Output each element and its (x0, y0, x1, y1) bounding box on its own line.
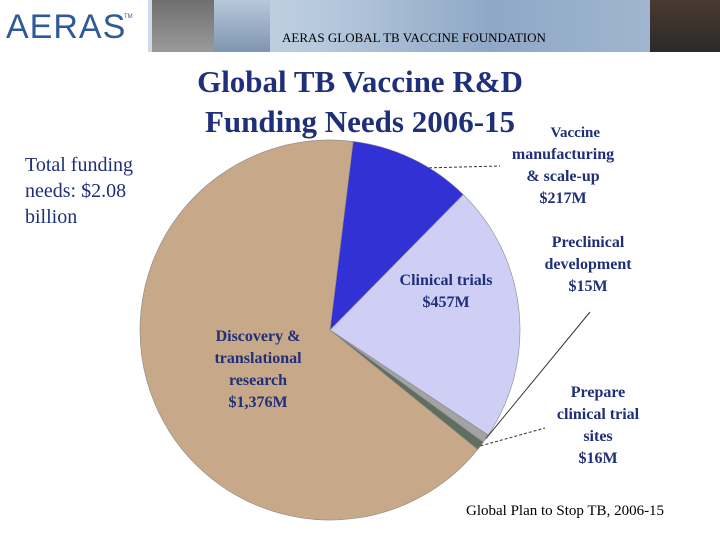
leader-prepare-sites (480, 427, 546, 447)
label-manufacturing-word1: Vaccine (550, 125, 600, 141)
source-citation: Global Plan to Stop TB, 2006-15 (466, 503, 665, 519)
total-line-3: billion (25, 206, 78, 228)
label-manufacturing: Vaccine manufacturing & scale-up $217M (498, 122, 628, 210)
label-clinical-name: Clinical trials (399, 272, 493, 289)
logo-trademark: TM (124, 14, 133, 20)
label-discovery-word2: translational (214, 350, 302, 367)
header-photo-3 (650, 0, 720, 52)
pie-slice-manufacturing (329, 141, 464, 331)
header: AERAS TM AERAS GLOBAL TB VACCINE FOUNDAT… (0, 0, 720, 52)
label-prepare-sites: Prepare clinical trial sites $16M (538, 382, 658, 470)
header-photo-2 (214, 0, 270, 52)
label-manufacturing-word3: & scale-up (526, 168, 600, 185)
title-line-1: Global TB Vaccine R&D (197, 64, 523, 99)
label-discovery: Discovery & translational research $1,37… (194, 326, 322, 414)
label-clinical-value: $457M (422, 294, 470, 311)
label-preclinical: Preclinical development $15M (528, 232, 648, 298)
label-prepare-word1: Prepare (570, 384, 626, 401)
slide-title: Global TB Vaccine R&D Funding Needs 2006… (120, 62, 600, 142)
total-line-1: Total funding (25, 154, 134, 176)
aeras-logo: AERAS (6, 8, 127, 46)
label-prepare-value: $16M (578, 450, 618, 467)
pie-slice-clinical-trials (329, 194, 521, 436)
label-discovery-word1: Discovery & (215, 328, 301, 345)
label-preclinical-word1: Preclinical (551, 234, 625, 251)
label-preclinical-value: $15M (568, 278, 608, 295)
pie-slice-discovery (139, 139, 479, 521)
label-preclinical-word2: development (544, 256, 632, 273)
label-clinical-trials: Clinical trials $457M (384, 270, 508, 314)
total-funding-note: Total funding needs: $2.08 billion (25, 152, 175, 230)
label-discovery-word3: research (228, 372, 288, 389)
label-manufacturing-value: $217M (539, 190, 587, 207)
header-photo-1 (152, 0, 214, 52)
label-prepare-word2: clinical trial (556, 406, 640, 423)
label-discovery-value: $1,376M (228, 394, 288, 411)
label-manufacturing-word2: manufacturing (511, 146, 615, 163)
title-line-2: Funding Needs 2006-15 (204, 104, 516, 139)
total-line-2: needs: $2.08 (25, 180, 127, 202)
foundation-name: AERAS GLOBAL TB VACCINE FOUNDATION (282, 30, 546, 45)
leader-manufacturing (428, 165, 501, 169)
label-prepare-word3: sites (583, 428, 613, 445)
leader-preclinical (485, 311, 591, 440)
